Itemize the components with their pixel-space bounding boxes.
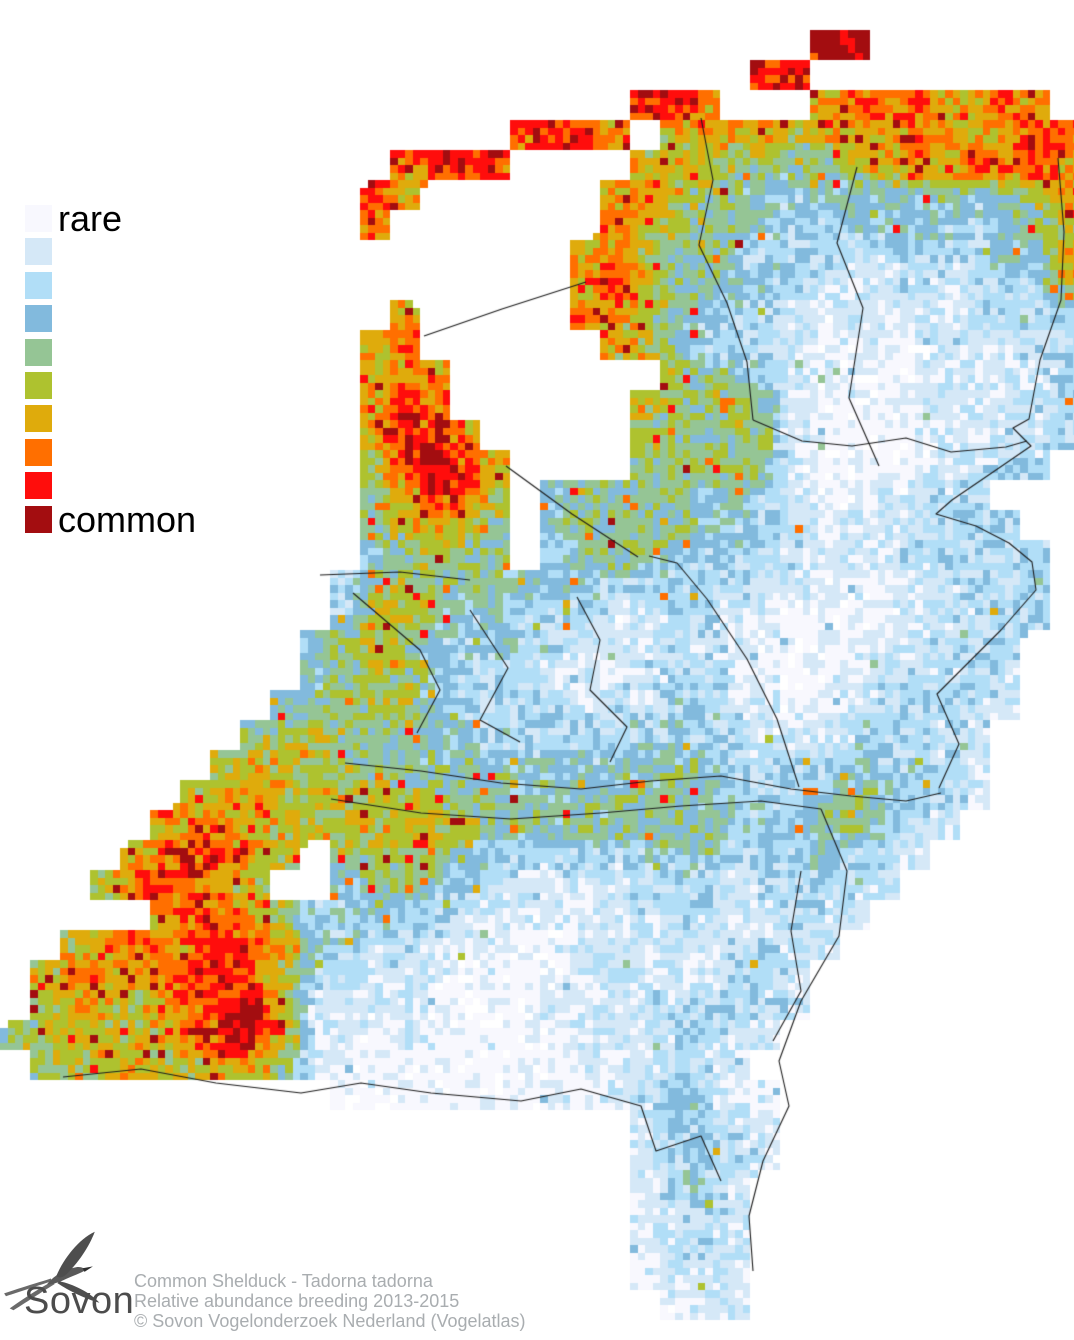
legend-swatch-8 [25,472,52,500]
sovon-logo-text: Sovon [24,1280,135,1322]
legend-swatch-4 [25,338,52,366]
sovon-logo: Sovon [0,1226,134,1336]
legend-swatch-3 [25,305,52,333]
legend-swatch-5 [25,372,52,399]
legend-swatch-2 [25,271,52,299]
caption-subject: Relative abundance breeding 2013-2015 [134,1291,460,1311]
legend-swatch-6 [25,405,52,433]
legend-swatch-7 [25,438,52,466]
legend-label-common: common [58,499,197,540]
caption-copyright: © Sovon Vogelonderzoek Nederland (Vogela… [134,1311,526,1331]
legend-label-rare: rare [58,198,123,239]
swallow-icon [4,1231,100,1311]
map-caption: Common Shelduck - Tadorna tadorna Relati… [134,1271,526,1331]
caption-species: Common Shelduck - Tadorna tadorna [134,1271,433,1291]
legend-swatch-0 [25,205,52,232]
legend-swatch-9 [25,505,52,533]
legend-swatch-1 [25,238,52,266]
